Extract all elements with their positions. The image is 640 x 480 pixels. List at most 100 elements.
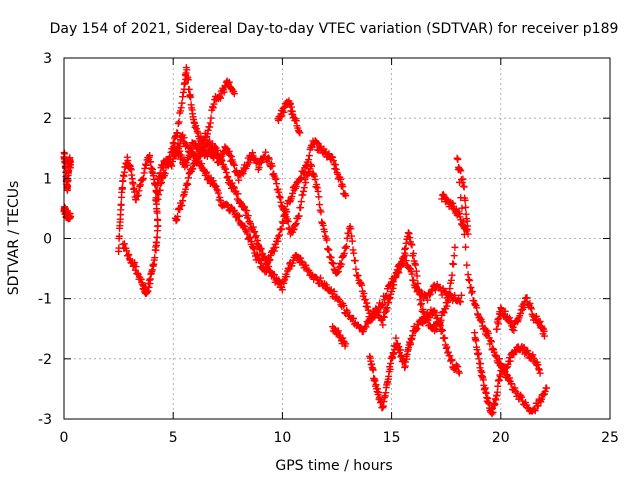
data-point	[416, 296, 424, 304]
data-point	[539, 391, 547, 399]
data-point	[234, 190, 242, 198]
data-point	[439, 190, 447, 198]
data-point	[342, 340, 350, 348]
data-point	[389, 284, 397, 292]
data-point	[174, 120, 182, 128]
data-point	[450, 252, 458, 260]
data-point	[225, 147, 233, 155]
data-point	[443, 302, 451, 310]
data-point	[267, 251, 275, 259]
data-point	[266, 256, 274, 264]
data-point	[535, 365, 543, 373]
data-point	[184, 174, 192, 182]
data-point	[176, 205, 184, 213]
data-point	[292, 221, 300, 229]
data-point	[185, 85, 193, 93]
data-point	[249, 244, 257, 252]
data-point	[487, 338, 495, 346]
data-point	[401, 251, 409, 259]
data-point	[369, 366, 377, 374]
data-point	[255, 163, 263, 171]
data-point	[363, 299, 371, 307]
series-p189-track-b	[60, 203, 75, 223]
data-point	[178, 99, 186, 107]
data-point	[350, 314, 358, 322]
data-point	[321, 228, 329, 236]
data-point	[543, 384, 551, 392]
data-point	[454, 155, 462, 163]
y-tick-label: 0	[43, 232, 52, 248]
y-tick-label: 2	[43, 111, 52, 127]
data-point	[295, 128, 303, 136]
data-point	[456, 178, 464, 186]
data-point	[518, 393, 526, 401]
data-point	[408, 241, 416, 249]
data-point	[474, 310, 482, 318]
data-point	[67, 161, 75, 169]
data-point	[328, 259, 336, 267]
data-point	[176, 107, 184, 115]
data-point	[179, 192, 187, 200]
data-point	[447, 357, 455, 365]
data-point	[300, 184, 308, 192]
data-point	[448, 356, 456, 364]
data-point	[283, 208, 291, 216]
data-point	[217, 94, 225, 102]
data-point	[378, 302, 386, 310]
data-point	[465, 276, 473, 284]
data-point	[334, 268, 342, 276]
data-point	[275, 232, 283, 240]
data-point	[412, 261, 420, 269]
data-point	[195, 140, 203, 148]
data-point	[495, 355, 503, 363]
data-point	[209, 104, 217, 112]
data-point	[536, 369, 544, 377]
data-point	[445, 290, 453, 298]
data-point	[147, 158, 155, 166]
data-point	[270, 271, 278, 279]
data-point	[241, 203, 249, 211]
data-point	[248, 238, 256, 246]
data-point	[183, 179, 191, 187]
data-point	[426, 290, 434, 298]
series-p189-track-c	[115, 64, 238, 255]
data-point	[172, 217, 180, 225]
data-point	[529, 351, 537, 359]
data-point	[364, 303, 372, 311]
data-point	[314, 187, 322, 195]
data-point	[340, 249, 348, 257]
data-point	[136, 182, 144, 190]
data-point	[287, 103, 295, 111]
data-point	[473, 304, 481, 312]
data-point	[131, 259, 139, 267]
data-point	[191, 139, 199, 147]
data-point	[385, 298, 393, 306]
data-point	[535, 366, 543, 374]
data-point	[297, 204, 305, 212]
data-point	[465, 276, 473, 284]
data-point	[463, 261, 471, 269]
data-point	[478, 318, 486, 326]
data-point	[348, 237, 356, 245]
data-point	[509, 323, 517, 331]
data-point	[125, 251, 133, 259]
data-point	[198, 160, 206, 168]
x-axis-label: GPS time / hours	[275, 458, 392, 474]
x-tick-label: 25	[601, 430, 619, 446]
x-tick-label: 5	[169, 430, 178, 446]
data-point	[304, 160, 312, 168]
data-point	[319, 221, 327, 229]
data-point	[209, 177, 217, 185]
data-point	[364, 306, 372, 314]
data-point	[192, 122, 200, 130]
data-point	[439, 327, 447, 335]
data-point	[468, 289, 476, 297]
data-point	[404, 229, 412, 237]
data-point	[275, 231, 283, 239]
data-point	[409, 249, 417, 257]
series-p189-track-g	[274, 97, 304, 137]
data-point	[140, 169, 148, 177]
data-point	[280, 108, 288, 116]
data-point	[411, 260, 419, 268]
data-point	[271, 174, 279, 182]
